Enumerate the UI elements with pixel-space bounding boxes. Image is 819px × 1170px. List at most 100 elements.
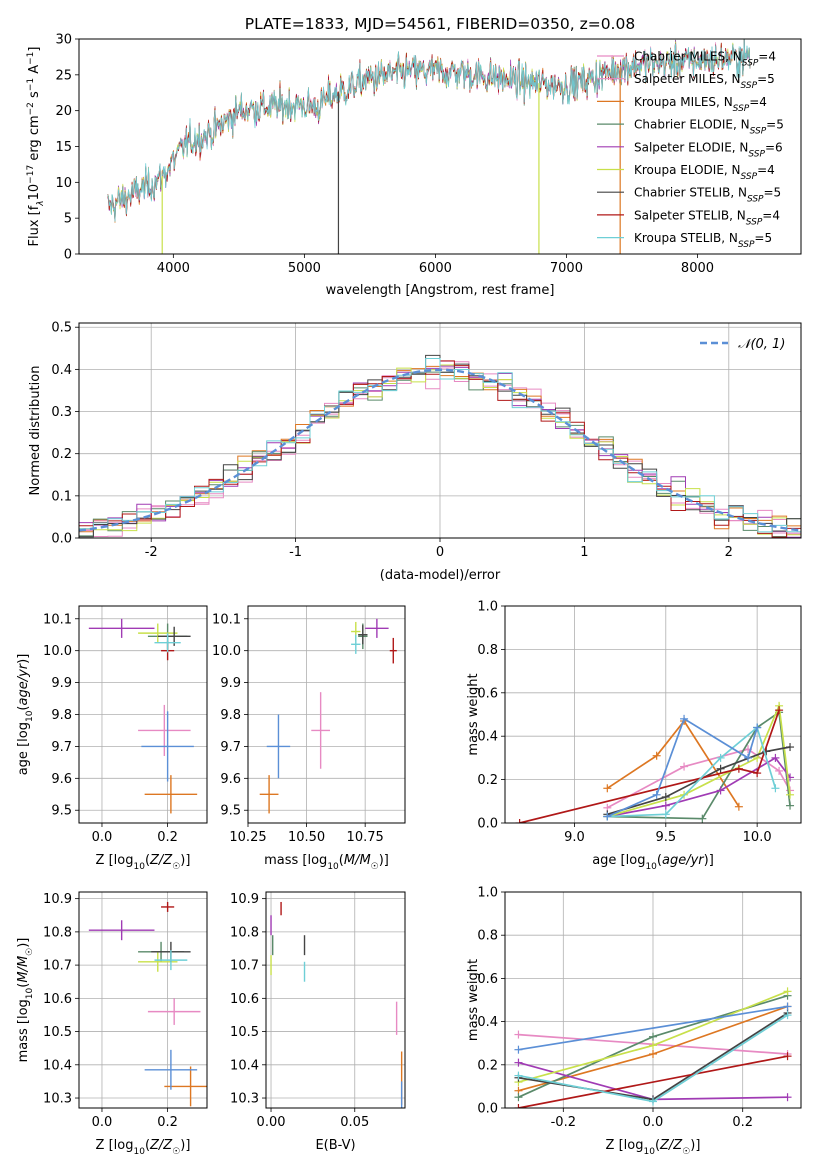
x-tick-label: 0.0 [92, 1115, 113, 1130]
weight-line [607, 702, 791, 818]
y-tick-label: 9.7 [220, 740, 241, 755]
data-point [389, 637, 397, 664]
y-tick-label: 0.0 [477, 817, 498, 832]
x-axis-label: wavelength [Angstrom, rest frame] [326, 283, 555, 298]
y-tick-label: 9.6 [51, 772, 72, 787]
y-axis-label: mass [log10(M/M☉)] [16, 938, 35, 1063]
y-tick-label: 15 [55, 140, 72, 155]
legend-label: Kroupa MILES, NSSP=4 [634, 95, 767, 114]
x-tick-label: 0.2 [157, 830, 178, 845]
y-tick-label: 10 [55, 176, 72, 191]
plus-marker [514, 1071, 523, 1080]
data-point [161, 901, 175, 912]
plot-area [515, 701, 795, 823]
plus-marker [783, 1011, 792, 1020]
plot-area [79, 354, 801, 538]
y-tick-label: 10.8 [43, 925, 72, 940]
y-axis-label: Flux [fλ10−17 erg cm−2 s−1 A−1] [26, 47, 46, 247]
x-tick-label: 0.2 [157, 1115, 178, 1130]
plot-area [514, 987, 792, 1108]
y-tick-label: 0.6 [477, 686, 498, 701]
y-tick-label: 9.8 [220, 708, 241, 723]
y-tick-label: 0.6 [477, 972, 498, 987]
plus-marker [649, 1097, 657, 1106]
mass-vs-ebv-plot: 0.00 0.05 10.3 10.4 10.5 10.6 10.7 10.8 10.9 E(B-… [230, 891, 406, 1153]
data-point [154, 950, 188, 971]
weight-line [519, 709, 780, 823]
y-tick-label: 9.8 [51, 708, 72, 723]
x-tick-label: 10.0 [743, 830, 772, 845]
x-tick-label: 9.5 [655, 830, 676, 845]
legend-entry: Salpeter MILES, NSSP=5 [597, 72, 775, 91]
legend-entry: Kroupa MILES, NSSP=4 [597, 95, 767, 114]
x-tick-label: 10.75 [347, 830, 384, 845]
y-tick-label: 10.0 [43, 644, 72, 659]
plus-marker [771, 784, 780, 793]
legend-label: Salpeter ELODIE, NSSP=6 [634, 140, 783, 159]
y-tick-label: 0.4 [477, 730, 498, 745]
plus-marker [775, 766, 784, 775]
y-tick-label: 10.3 [43, 1092, 72, 1107]
plus-marker [716, 786, 725, 795]
plus-marker [783, 1002, 792, 1011]
x-tick-label: 1 [580, 545, 588, 560]
y-tick-label: 10.5 [230, 1025, 259, 1040]
y-tick-label: 9.6 [220, 772, 241, 787]
x-tick-label: 2 [725, 545, 733, 560]
legend: 𝒩(0, 1) [700, 337, 785, 352]
x-tick-label: 0.2 [732, 1115, 753, 1130]
plus-marker [771, 753, 780, 762]
legend-label: Chabrier ELODIE, NSSP=5 [634, 118, 784, 137]
y-tick-label: 10.5 [43, 1025, 72, 1040]
y-tick-label: 5 [64, 212, 72, 227]
spectrum-line [107, 39, 751, 222]
x-tick-label: -1 [289, 545, 302, 560]
y-tick-label: 0.8 [477, 929, 498, 944]
data-point [88, 920, 155, 941]
plus-marker [698, 814, 707, 823]
plus-marker [603, 812, 612, 821]
legend: Chabrier MILES, NSSP=4 Salpeter MILES, NS… [597, 50, 784, 250]
y-tick-label: 1.0 [477, 886, 498, 901]
plus-marker [744, 753, 753, 762]
x-tick-label: -2 [145, 545, 158, 560]
legend-entry: Salpeter STELIB, NSSP=4 [597, 208, 780, 227]
plus-marker [786, 743, 795, 752]
y-tick-label: 0.3 [51, 405, 72, 420]
plot-area [259, 618, 397, 814]
y-tick-label: 10.1 [43, 612, 72, 627]
plus-marker [652, 751, 661, 760]
plot-area [107, 39, 751, 254]
y-tick-label: 0.4 [51, 363, 72, 378]
x-tick-label: 9.0 [564, 830, 585, 845]
legend-entry: Chabrier ELODIE, NSSP=5 [597, 118, 784, 137]
legend-entry: Chabrier STELIB, NSSP=5 [597, 186, 781, 205]
plus-marker [514, 1045, 523, 1054]
data-point [266, 714, 291, 779]
data-point [351, 634, 361, 654]
data-point [144, 775, 198, 814]
y-tick-label: 10.4 [43, 1058, 72, 1073]
axes-frame [78, 891, 208, 1109]
x-tick-label: 4000 [157, 261, 190, 276]
x-axis-label: age [log10(age/yr)] [592, 853, 714, 872]
x-tick-label: 0.05 [340, 1115, 369, 1130]
legend-label: Salpeter STELIB, NSSP=4 [634, 208, 780, 227]
data-point [154, 633, 181, 653]
plus-marker [783, 1093, 792, 1102]
y-tick-label: 0.2 [477, 773, 498, 788]
y-tick-label: 9.9 [220, 676, 241, 691]
legend-label: Kroupa STELIB, NSSP=5 [634, 231, 772, 250]
data-point [144, 1049, 198, 1090]
plus-marker [649, 1041, 657, 1050]
data-point [138, 623, 178, 643]
y-tick-label: 10.7 [43, 959, 72, 974]
age-vs-mass-plot: 10.25 10.50 10.75 9.5 9.6 9.7 9.8 9.9 10.0 10.1 ma… [212, 605, 406, 872]
data-point [88, 618, 155, 638]
y-tick-label: 9.9 [51, 676, 72, 691]
mass-weight-vs-metallicity-plot: -0.2 0.0 0.2 0.0 0.2 0.4 0.6 0.8 1.0 mass weight Z… [466, 886, 802, 1157]
data-point [138, 704, 191, 756]
y-tick-label: 10.9 [43, 892, 72, 907]
axes-frame [504, 605, 802, 824]
